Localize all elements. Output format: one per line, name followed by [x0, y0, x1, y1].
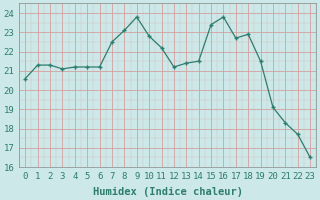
X-axis label: Humidex (Indice chaleur): Humidex (Indice chaleur): [93, 186, 243, 197]
